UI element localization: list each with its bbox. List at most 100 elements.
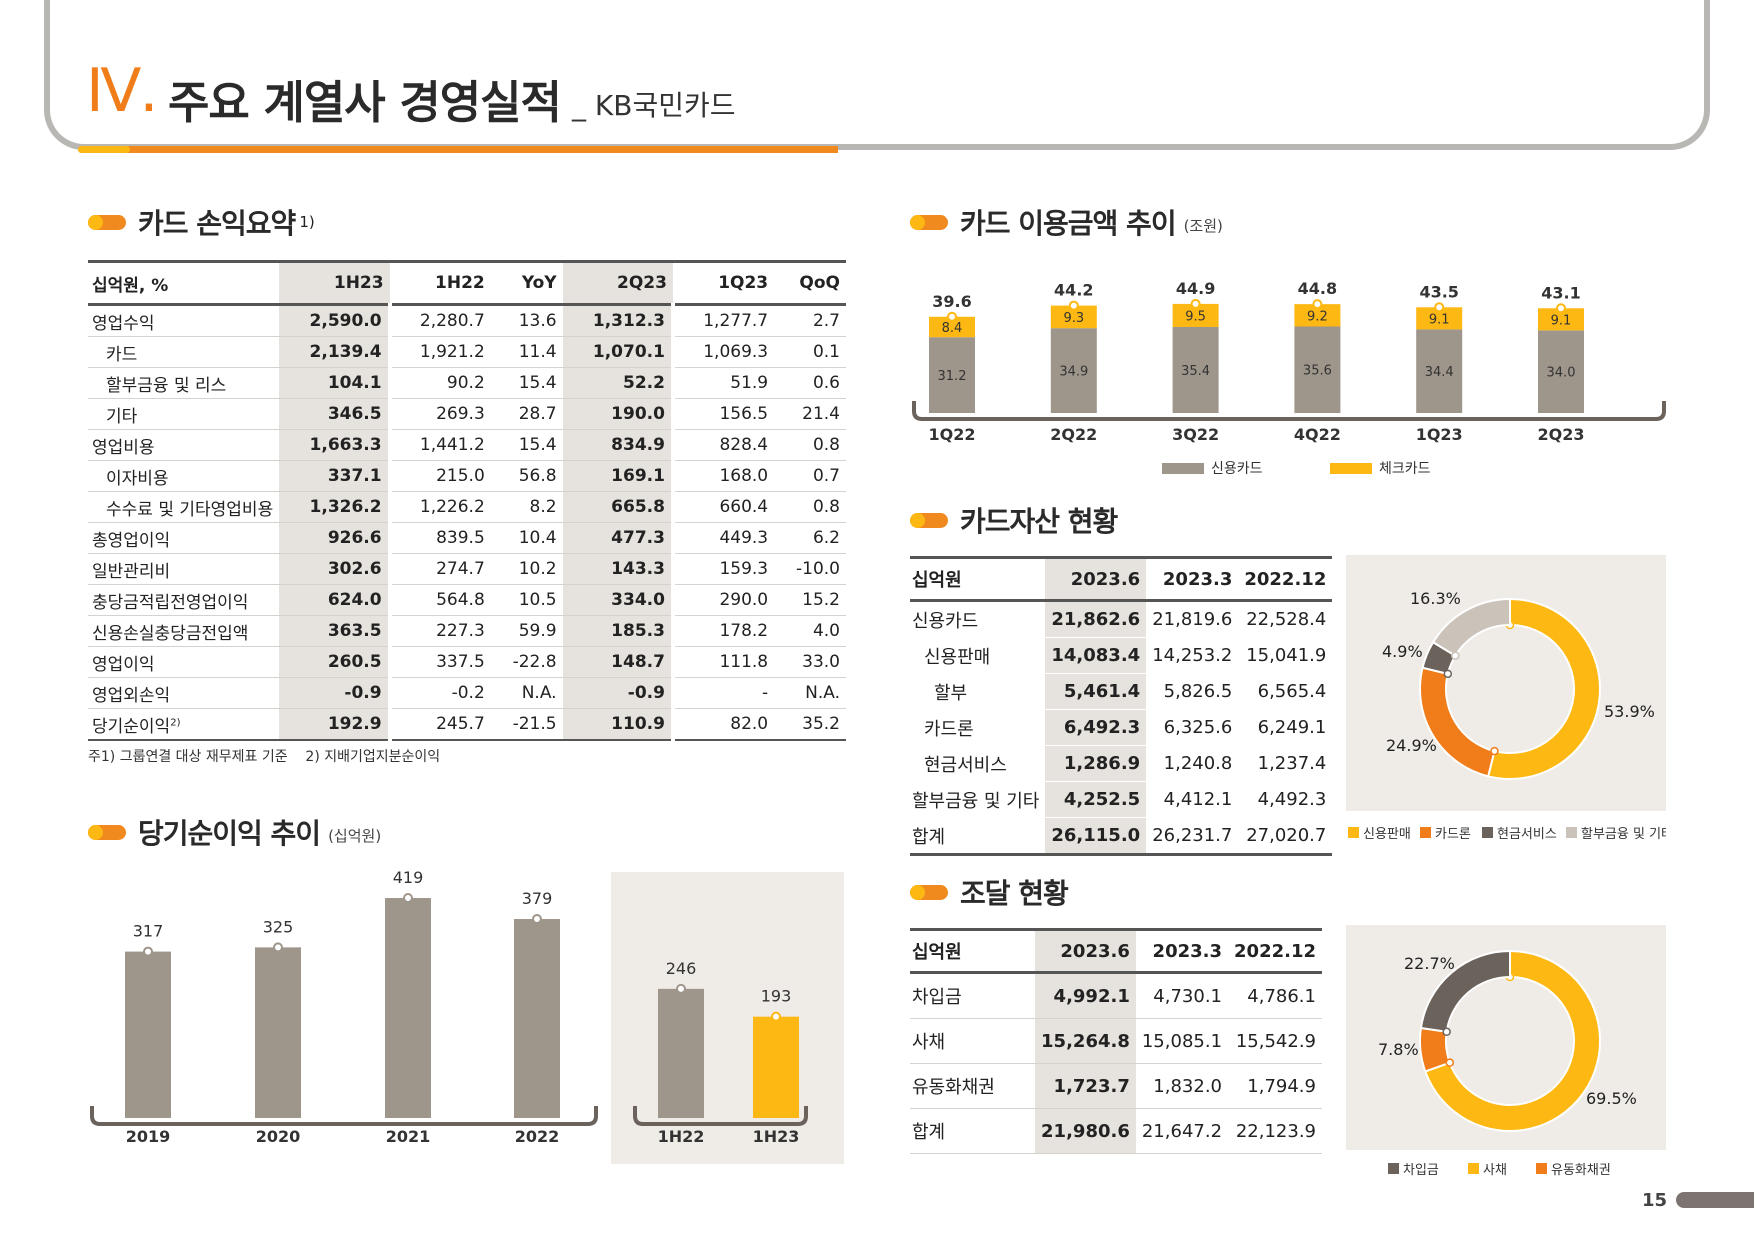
table-cell: 449.3: [672, 522, 775, 554]
donut-slice: [1486, 597, 1601, 780]
row-label-text: 차입금: [912, 987, 962, 1008]
income-table: 십억원, % 1H23 1H22 YoY 2Q23 1Q23 QoQ 영업수익 2…: [88, 260, 846, 741]
table-cell: 302.6: [279, 553, 392, 585]
data-label: 317: [133, 922, 164, 941]
col-header: 1Q23: [672, 260, 775, 306]
table-cell: 0.6: [774, 367, 846, 399]
table-cell: 168.0: [672, 460, 775, 492]
bar-credit-card: [1172, 326, 1219, 413]
donut-label: 69.5%: [1586, 1089, 1637, 1108]
row-label-text: 총영업이익: [92, 530, 171, 551]
bar-check-card: [929, 316, 975, 338]
donut-label: 53.9%: [1604, 702, 1655, 721]
data-label: 419: [393, 868, 424, 887]
row-label-text: 일반관리비: [92, 561, 171, 582]
bar-credit-card: [1294, 326, 1341, 413]
table-row: 총영업이익 926.6 839.5 10.4 477.3 449.3 6.2: [88, 522, 846, 554]
table-cell: 143.3: [562, 553, 675, 585]
data-label-total: 39.6: [932, 292, 971, 311]
table-cell: 156.5: [672, 398, 775, 430]
table-cell: 1,312.3: [562, 304, 675, 337]
bar-marker: [947, 311, 957, 322]
col-header: 십억원: [910, 928, 1036, 974]
col-header: 2023.6: [1035, 928, 1136, 974]
data-label-total: 44.2: [1054, 281, 1093, 300]
table-row: 일반관리비 302.6 274.7 10.2 143.3 159.3 -10.0: [88, 553, 846, 585]
table-cell: 4,492.3: [1238, 781, 1333, 818]
legend-swatch: [1536, 1163, 1547, 1174]
table-cell: 1,286.9: [1045, 745, 1147, 782]
table-cell: 15,264.8: [1035, 1018, 1136, 1064]
assets-section-title: 카드자산 현황: [960, 505, 1118, 538]
data-label-total: 43.1: [1541, 283, 1580, 302]
col-header: 2Q23: [562, 260, 673, 306]
row-label-text: 신용손실충당금전입액: [92, 623, 249, 644]
table-cell: 21,862.6: [1045, 600, 1147, 638]
bar-marker: [1556, 303, 1566, 314]
page-number: 15: [1642, 1190, 1668, 1211]
row-label: 기타: [88, 398, 280, 430]
table-cell: 110.9: [562, 708, 675, 741]
row-label: 신용카드: [910, 600, 1046, 638]
table-row: 할부금융 및 리스 104.1 90.2 15.4 52.2 51.9 0.6: [88, 367, 846, 399]
table-cell: 15,085.1: [1135, 1018, 1229, 1064]
table-cell: 4,992.1: [1035, 972, 1136, 1019]
col-header: 2023.6: [1045, 556, 1147, 602]
row-label: 차입금: [910, 972, 1036, 1019]
row-label: 카드: [88, 336, 280, 368]
table-cell: 190.0: [562, 398, 675, 430]
table-cell: 477.3: [562, 522, 675, 554]
table-cell: 215.0: [389, 460, 491, 492]
table-cell: -21.5: [490, 708, 563, 741]
table-cell: 334.0: [562, 584, 675, 616]
row-label: 일반관리비: [88, 553, 280, 585]
funding-table-header: 십억원 2023.6 2023.3 2022.12: [910, 928, 1322, 974]
legend-label: 신용판매: [1363, 827, 1411, 842]
legend-swatch-credit: [1162, 463, 1204, 474]
slice-marker: [1442, 1027, 1451, 1037]
funding-table: 십억원 2023.6 2023.3 2022.12 차입금 4,992.1 4,73…: [910, 928, 1322, 1154]
bar-marker: [532, 914, 542, 925]
slice-marker: [1490, 746, 1499, 756]
bar-marker: [1434, 302, 1445, 313]
col-header: 1H23: [279, 260, 390, 306]
data-label: 193: [761, 987, 792, 1006]
row-label-text: 이자비용: [106, 468, 169, 489]
table-cell: 21,980.6: [1035, 1108, 1136, 1154]
row-label: 충당금적립전영업이익: [88, 584, 280, 616]
data-label-total: 43.5: [1419, 282, 1458, 301]
table-cell: 51.9: [672, 367, 775, 399]
row-label-text: 영업수익: [92, 313, 155, 334]
x-tick-label: 2Q22: [1050, 425, 1097, 444]
table-cell: 1,070.1: [562, 336, 675, 368]
table-row: 차입금 4,992.1 4,730.1 4,786.1: [910, 972, 1322, 1019]
table-cell: 178.2: [672, 615, 775, 647]
net-income-section-title: 당기순이익 추이: [138, 817, 321, 850]
row-label: 할부금융 및 리스: [88, 367, 280, 399]
bar-credit-card: [1538, 330, 1584, 413]
table-cell: 11.4: [490, 336, 563, 368]
table-cell: 1,723.7: [1035, 1063, 1136, 1109]
bar-check-card: [1172, 303, 1219, 327]
table-cell: 1,832.0: [1135, 1063, 1229, 1109]
table-cell: 0.8: [774, 429, 846, 461]
row-label-text: 유동화채권: [912, 1077, 995, 1098]
header-underline-accent: [78, 146, 130, 153]
row-label-text: 현금서비스: [924, 754, 1007, 776]
table-cell: 6.2: [774, 522, 846, 554]
table-cell: 14,083.4: [1045, 637, 1147, 674]
table-row: 수수료 및 기타영업비용 1,326.2 1,226.2 8.2 665.8 660.4 0…: [88, 491, 846, 523]
row-label: 당기순이익2): [88, 708, 280, 741]
table-cell: 21,647.2: [1135, 1108, 1229, 1154]
bar-credit-card: [1416, 329, 1463, 413]
table-cell: 6,249.1: [1238, 709, 1333, 746]
legend-swatch: [1388, 1163, 1399, 1174]
row-label: 합계: [910, 817, 1046, 856]
net-income-bar: [385, 898, 431, 1118]
table-row: 영업비용 1,663.3 1,441.2 15.4 834.9 828.4 0.8: [88, 429, 846, 461]
row-label: 할부: [910, 673, 1046, 710]
bar-marker: [1312, 299, 1323, 310]
table-cell: 15.4: [490, 429, 563, 461]
table-cell: 159.3: [672, 553, 775, 585]
footer-bar: [1676, 1192, 1754, 1208]
